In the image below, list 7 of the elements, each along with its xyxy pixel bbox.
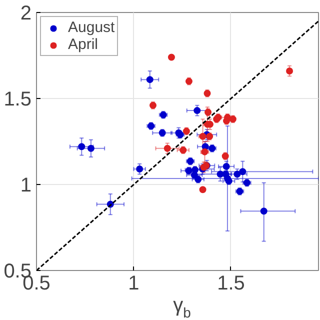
legend-label: April [68, 36, 98, 53]
legend-label: August [68, 19, 115, 36]
x-tick-label: 1.5 [217, 272, 245, 294]
x-tick-label: 1 [128, 272, 140, 294]
y-tick-label: 1.5 [4, 88, 32, 110]
y-tick-label: 1 [20, 174, 32, 196]
y-tick-label: 2 [20, 2, 32, 24]
